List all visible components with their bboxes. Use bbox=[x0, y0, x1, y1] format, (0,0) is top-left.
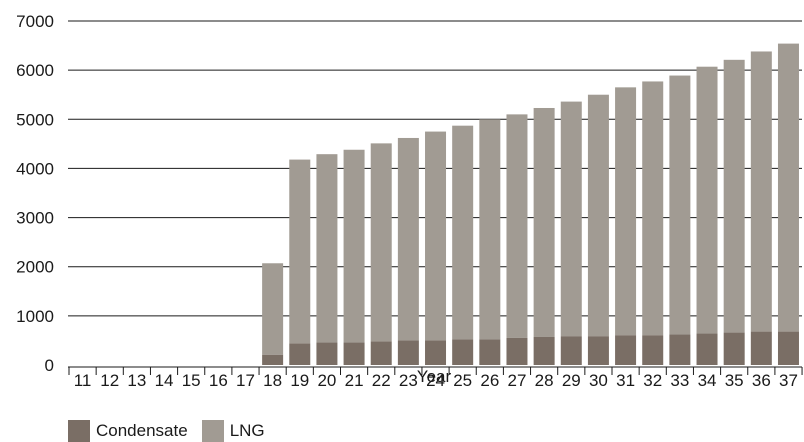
bar-segment-lng bbox=[750, 51, 772, 332]
x-axis: 11 12 13 14 15 16 17 18 19 20 21 22 23 24 25 26 27 28 29 30… bbox=[68, 366, 803, 390]
bar-segment-condensate bbox=[669, 334, 691, 365]
legend: Condensate LNG bbox=[68, 420, 279, 442]
x-tick-label: 25 bbox=[453, 371, 472, 390]
bar-segment-lng bbox=[696, 66, 718, 334]
bar-segment-lng bbox=[560, 101, 582, 337]
x-tick-label: 19 bbox=[290, 371, 309, 390]
x-tick-label: 14 bbox=[155, 371, 174, 390]
bar-segment-lng bbox=[370, 143, 392, 342]
x-tick-label: 37 bbox=[779, 371, 798, 390]
legend-item-lng: LNG bbox=[201, 420, 265, 442]
bar-segment-lng bbox=[425, 131, 447, 341]
x-tick-label: 28 bbox=[535, 371, 554, 390]
bar-segment-condensate bbox=[615, 335, 637, 365]
bar-segment-condensate bbox=[642, 335, 664, 365]
x-tick-label: 32 bbox=[643, 371, 662, 390]
y-tick-label: 2000 bbox=[16, 258, 54, 277]
x-tick-label: 23 bbox=[399, 371, 418, 390]
bar-segment-condensate bbox=[316, 342, 338, 365]
y-tick-label: 3000 bbox=[16, 209, 54, 228]
legend-item-condensate: Condensate bbox=[68, 420, 188, 442]
x-tick-label: 27 bbox=[508, 371, 527, 390]
bar-segment-condensate bbox=[370, 341, 392, 365]
x-tick-label: 15 bbox=[182, 371, 201, 390]
bar-segment-lng bbox=[262, 263, 284, 355]
x-tick-label: 33 bbox=[670, 371, 689, 390]
legend-swatch-condensate bbox=[68, 420, 90, 442]
bar-segment-condensate bbox=[777, 331, 799, 365]
y-tick-label: 0 bbox=[45, 356, 54, 375]
bar-segment-condensate bbox=[506, 337, 528, 365]
bar-segment-condensate bbox=[587, 336, 609, 365]
bar-segment-lng bbox=[289, 159, 311, 344]
bar-segment-lng bbox=[533, 107, 555, 337]
bar-segment-lng bbox=[479, 119, 501, 340]
x-tick-label: 12 bbox=[100, 371, 119, 390]
bar-segment-condensate bbox=[262, 354, 284, 365]
legend-label-condensate: Condensate bbox=[96, 421, 188, 440]
x-tick-label: 21 bbox=[345, 371, 364, 390]
x-tick-label: 29 bbox=[562, 371, 581, 390]
x-tick-label: 17 bbox=[236, 371, 255, 390]
x-tick-label: 36 bbox=[752, 371, 771, 390]
legend-swatch-lng bbox=[201, 420, 224, 442]
bar-segment-lng bbox=[642, 81, 664, 336]
x-tick-label: 31 bbox=[616, 371, 635, 390]
x-tick-label: 22 bbox=[372, 371, 391, 390]
bar-segment-condensate bbox=[343, 342, 365, 365]
x-tick-label: 13 bbox=[127, 371, 146, 390]
bar-segment-lng bbox=[587, 94, 609, 337]
bar-segment-condensate bbox=[560, 336, 582, 365]
bar-segment-lng bbox=[723, 59, 745, 333]
x-tick-label: 26 bbox=[480, 371, 499, 390]
x-tick-label: 35 bbox=[725, 371, 744, 390]
bar-segment-condensate bbox=[696, 333, 718, 365]
bar-segment-lng bbox=[615, 87, 637, 336]
bar-segment-lng bbox=[452, 125, 474, 340]
y-tick-label: 1000 bbox=[16, 307, 54, 326]
x-axis-label: Year bbox=[417, 367, 452, 386]
bar-segment-lng bbox=[316, 154, 338, 343]
x-tick-label: 34 bbox=[698, 371, 717, 390]
y-tick-labels: 0 1000 2000 3000 4000 5000 6000 7000 bbox=[16, 12, 54, 375]
y-tick-label: 6000 bbox=[16, 61, 54, 80]
bar-segment-condensate bbox=[479, 339, 501, 365]
bars bbox=[262, 43, 799, 365]
bar-segment-condensate bbox=[750, 331, 772, 365]
y-tick-label: 5000 bbox=[16, 110, 54, 129]
bar-segment-condensate bbox=[425, 340, 447, 365]
bar-segment-condensate bbox=[723, 332, 745, 365]
x-tick-label: 30 bbox=[589, 371, 608, 390]
bar-segment-condensate bbox=[397, 340, 419, 365]
bar-segment-condensate bbox=[289, 343, 311, 365]
x-tick-label: 16 bbox=[209, 371, 228, 390]
bar-segment-lng bbox=[397, 137, 419, 341]
bar-segment-lng bbox=[343, 149, 365, 343]
bar-segment-condensate bbox=[533, 336, 555, 365]
y-tick-label: 4000 bbox=[16, 159, 54, 178]
bar-segment-lng bbox=[506, 114, 528, 338]
x-tick-label: 18 bbox=[263, 371, 282, 390]
y-tick-label: 7000 bbox=[16, 12, 54, 31]
bar-segment-lng bbox=[669, 75, 691, 335]
bar-segment-lng bbox=[777, 43, 799, 332]
legend-label-lng: LNG bbox=[229, 421, 265, 440]
x-tick-label: 24 bbox=[426, 371, 445, 390]
x-tick-label: 11 bbox=[74, 371, 92, 390]
bar-segment-condensate bbox=[452, 339, 474, 365]
x-tick-label: 20 bbox=[317, 371, 336, 390]
